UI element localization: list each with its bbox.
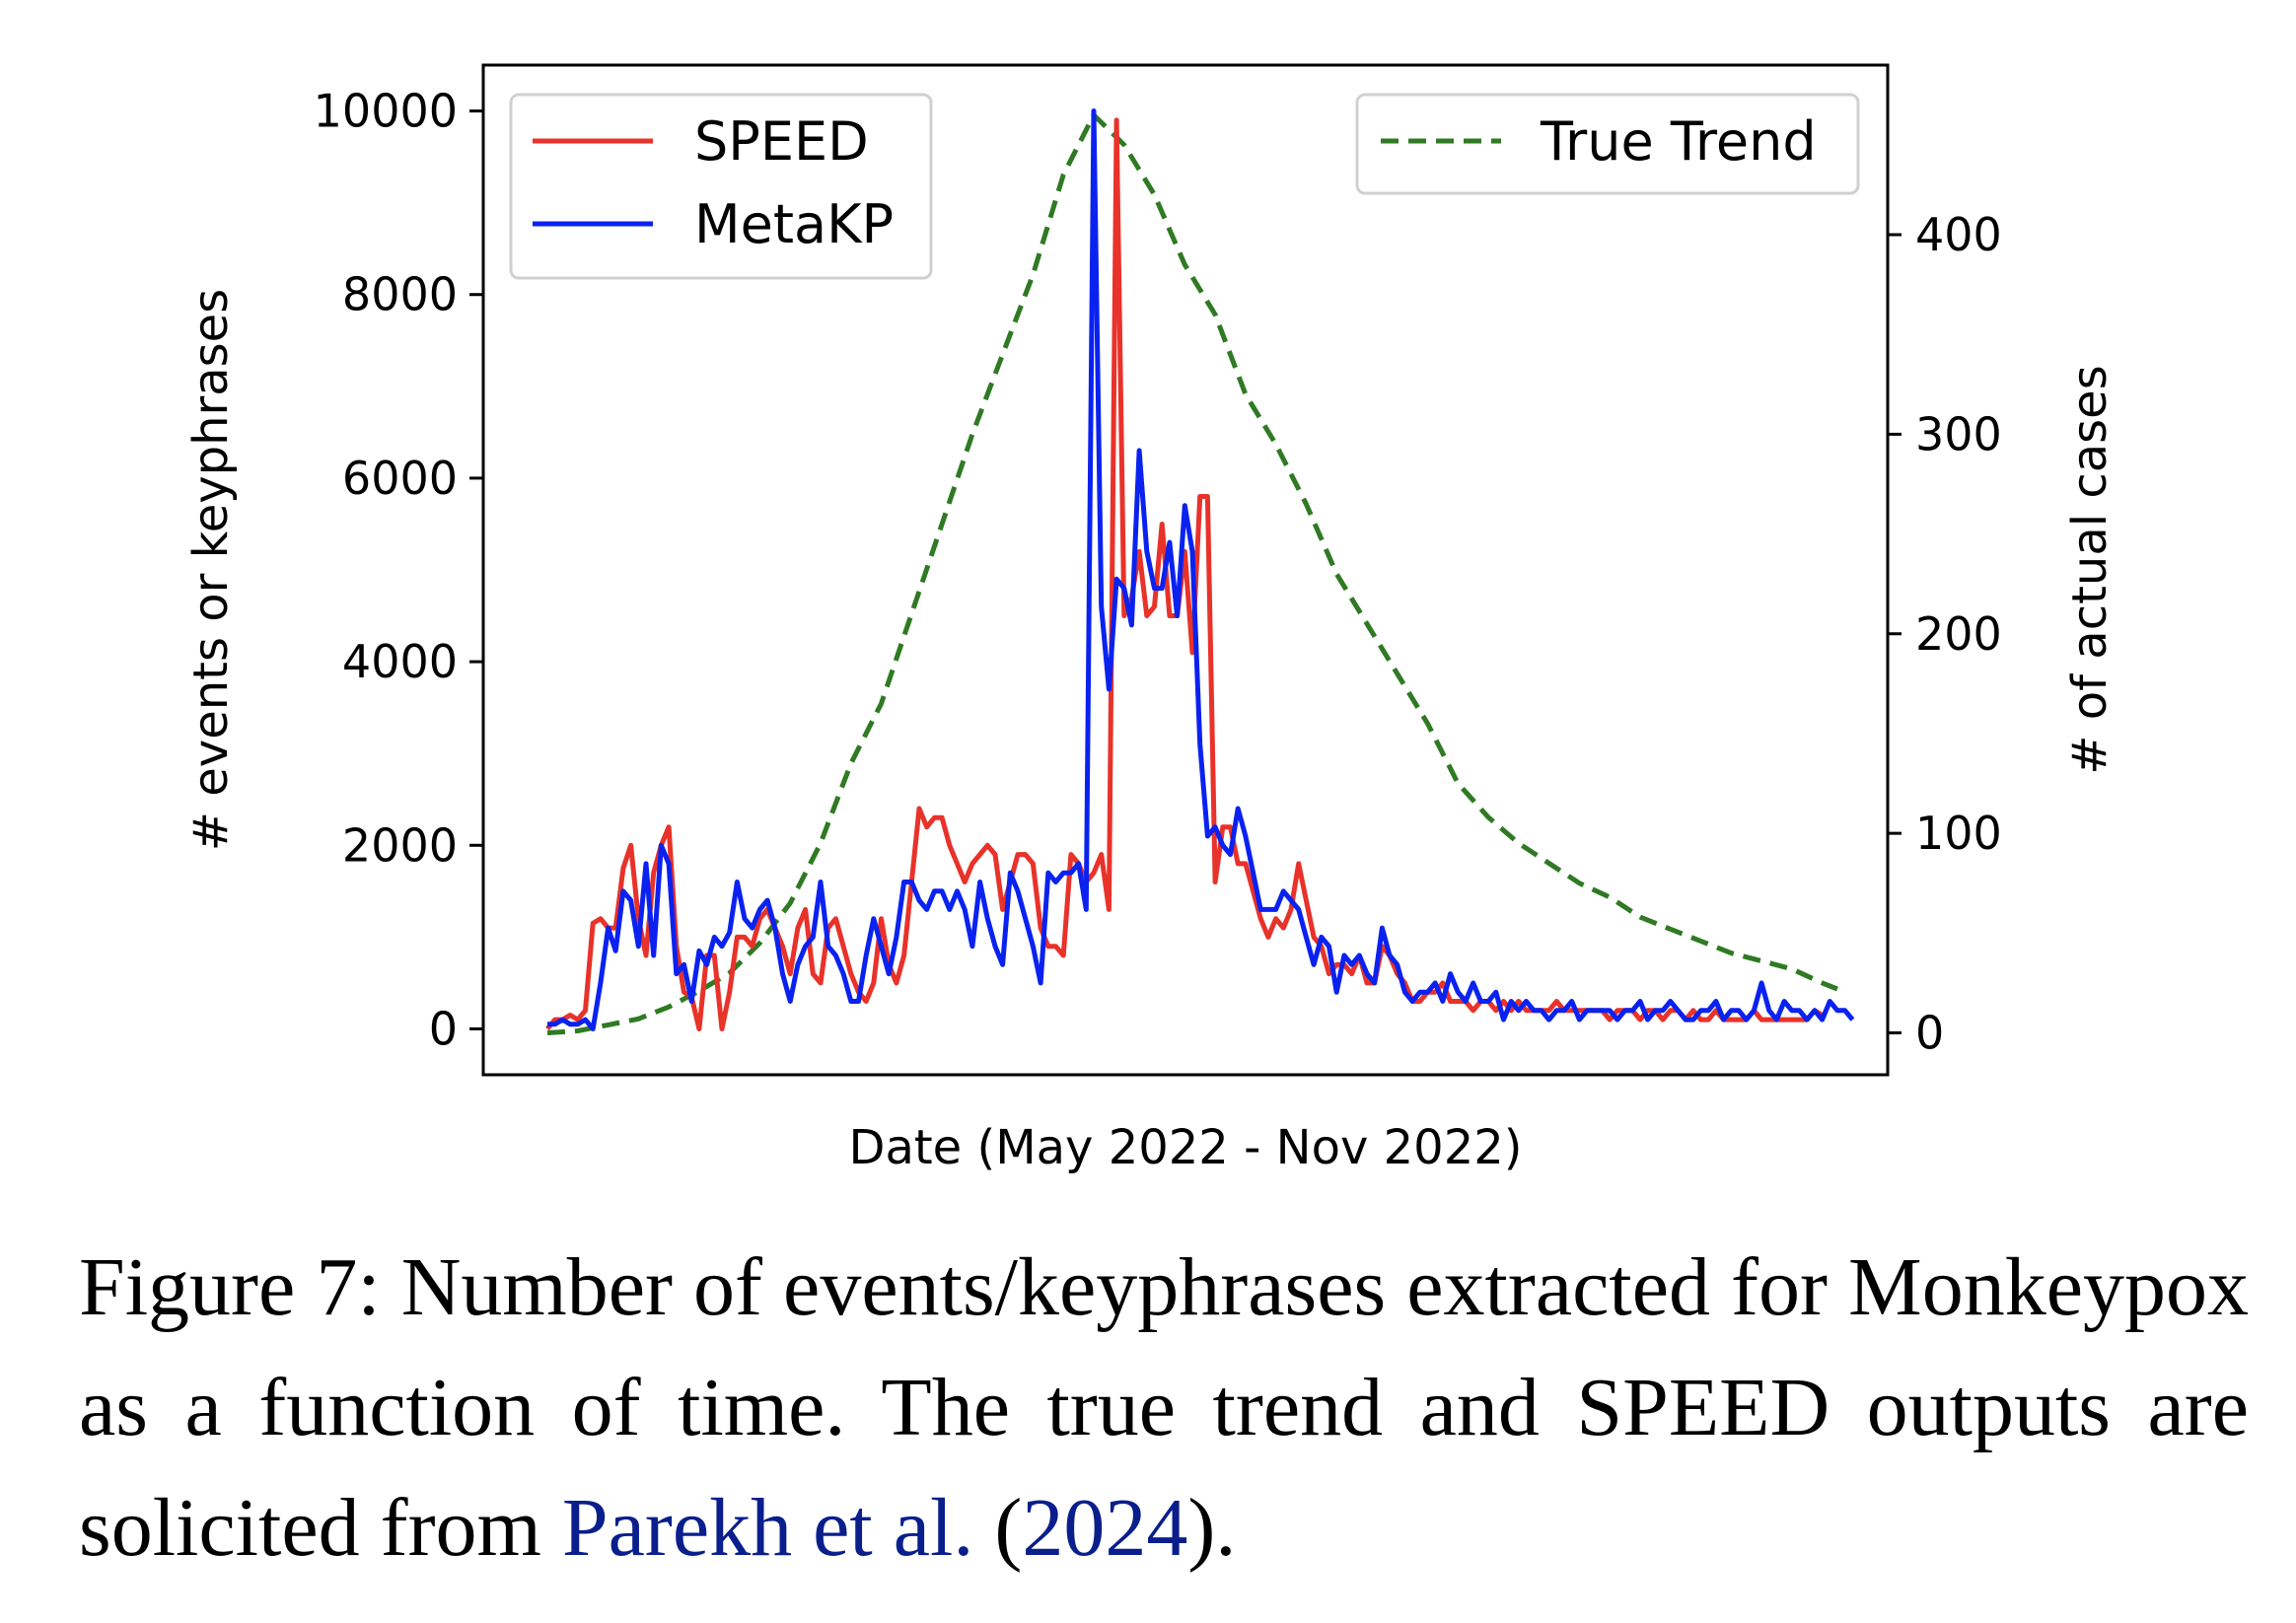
y-left-tick-label: 10000 [314, 85, 458, 138]
legend-right: True Trend [1355, 93, 1860, 195]
y-right-tick-label: 200 [1915, 607, 2002, 661]
legend-label-true-trend: True Trend [1540, 110, 1817, 173]
series-line-metakp [547, 108, 1855, 1031]
y-left-tick-label: 0 [429, 1002, 458, 1055]
y-left-tick-label: 4000 [342, 635, 458, 688]
caption-figure-label: Figure 7: [79, 1241, 381, 1333]
y-right-tick-label: 400 [1915, 208, 2002, 261]
plot-frame [481, 63, 1890, 1077]
y-right-tick-label: 300 [1915, 407, 2002, 460]
series-layer [545, 108, 1855, 1035]
left-axis-ticks: 0 2000 4000 6000 8000 10000 [314, 85, 483, 1055]
caption-cite-author[interactable]: Parekh et al. [561, 1482, 974, 1574]
series-line-speed [545, 117, 1824, 1031]
y-left-tick-label: 2000 [342, 818, 458, 872]
legend-left: SPEED MetaKP [509, 93, 933, 280]
y-right-tick-label: 0 [1915, 1007, 1944, 1060]
series-line-true-trend [546, 112, 1838, 1035]
caption-cite-close: ). [1187, 1482, 1237, 1574]
legend-label-speed: SPEED [694, 110, 869, 173]
y-left-tick-label: 8000 [342, 268, 458, 321]
right-axis-ticks: 0 100 200 300 400 [1888, 208, 2002, 1060]
y-right-tick-label: 100 [1915, 807, 2002, 860]
y-left-tick-label: 6000 [342, 452, 458, 505]
legend-label-metakp: MetaKP [694, 193, 894, 255]
caption-cite-year[interactable]: 2024 [1022, 1482, 1188, 1574]
x-axis-label: Date (May 2022 - Nov 2022) [848, 1120, 1522, 1175]
caption-text: Number of events/keyphrases extracted fo… [79, 1241, 2250, 1574]
figure-caption: Figure 7: Number of events/keyphrases ex… [79, 1228, 2249, 1588]
chart: 0 2000 4000 6000 8000 10000 0 100 200 300 400 Dat… [183, 63, 2117, 1175]
y-axis-left-label: # events or keyphrases [183, 289, 239, 851]
caption-cite-open: ( [994, 1482, 1023, 1574]
y-axis-right-label: # of actual cases [2062, 365, 2117, 774]
legend-right-box [1355, 93, 1860, 195]
